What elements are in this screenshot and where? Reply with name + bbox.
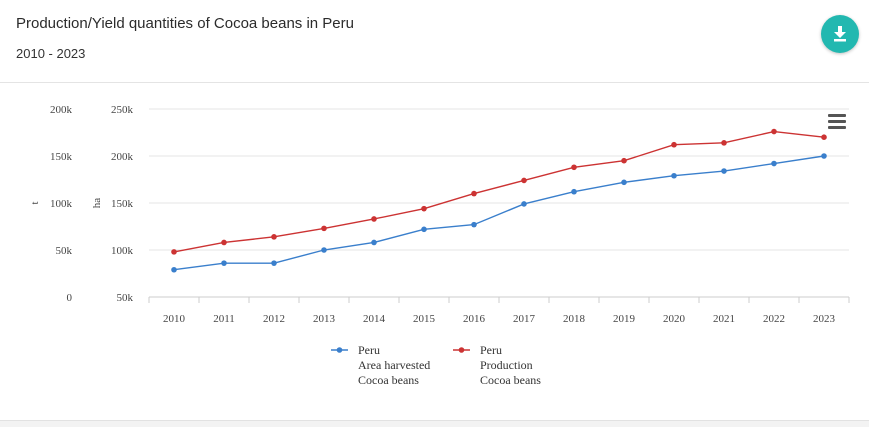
right-axis-tick-label: 250k (111, 104, 134, 116)
chart-header: Production/Yield quantities of Cocoa bea… (0, 0, 869, 83)
series-line-0 (173, 155, 825, 271)
legend-swatch-dot (336, 347, 343, 353)
data-point (321, 247, 327, 253)
line-chart: 0 50k 50k 100k 100k 150k 150k 200k 200k 250k t ha 20… (29, 104, 850, 387)
data-point (721, 140, 727, 146)
data-point (521, 201, 527, 207)
data-point (171, 266, 177, 273)
x-axis-tick-label: 2010 (163, 313, 186, 325)
data-point (821, 134, 827, 140)
axes: 0 50k 50k 100k 100k 150k 150k 200k 200k 250k t ha 20… (29, 104, 850, 325)
x-axis-tick-label: 2013 (313, 313, 336, 325)
right-axis-title: ha (91, 198, 103, 209)
data-point (271, 234, 277, 240)
download-icon (834, 26, 846, 42)
left-axis-tick-label: 100k (50, 198, 73, 210)
chart-legend: Peru Area harvested Cocoa beans Peru Product… (331, 343, 541, 387)
x-axis-tick-label: 2020 (663, 313, 686, 325)
legend-label: Peru Production Cocoa beans (480, 343, 541, 387)
data-point (621, 157, 627, 164)
left-axis-tick-label: 200k (50, 104, 73, 116)
x-axis-tick-label: 2015 (413, 313, 436, 325)
x-axis-tick-label: 2016 (463, 313, 486, 325)
data-point (671, 141, 677, 148)
data-point (571, 188, 577, 195)
hamburger-menu-icon[interactable] (828, 114, 846, 129)
legend-swatch-dot (458, 347, 465, 353)
data-point (771, 128, 777, 135)
right-axis-tick-label: 50k (117, 292, 134, 304)
data-point (471, 221, 477, 228)
x-axis-tick-label: 2019 (613, 313, 636, 325)
data-point (171, 249, 177, 255)
left-axis-tick-label: 50k (56, 245, 73, 257)
legend-label: Peru Area harvested Cocoa beans (358, 343, 430, 387)
data-point (421, 205, 427, 212)
x-axis-tick-label: 2014 (363, 313, 386, 325)
data-point (221, 260, 227, 266)
x-axis-tick-label: 2022 (763, 313, 785, 325)
x-axis-tick-label: 2012 (263, 313, 285, 325)
series-points (171, 128, 827, 273)
data-point (571, 164, 577, 171)
x-axis-tick-label: 2017 (513, 313, 536, 325)
x-axis-tick-label: 2011 (213, 313, 235, 325)
left-axis-title: t (29, 201, 41, 204)
chart-subtitle: 2010 - 2023 (16, 46, 86, 61)
x-axis-tick-label: 2018 (563, 313, 586, 325)
data-point (371, 216, 377, 222)
chart-title: Production/Yield quantities of Cocoa bea… (16, 15, 354, 32)
data-point (721, 168, 727, 174)
data-point (321, 225, 327, 232)
data-point (471, 190, 477, 197)
right-axis-tick-label: 100k (111, 245, 134, 257)
data-point (771, 160, 777, 167)
data-point (221, 239, 227, 246)
download-button[interactable] (821, 15, 859, 53)
data-point (821, 153, 827, 159)
gridlines (149, 108, 849, 251)
data-point (271, 260, 277, 266)
left-axis-tick-label: 150k (50, 151, 73, 163)
x-axis-tick-label: 2021 (713, 313, 735, 325)
left-axis-tick-label: 0 (67, 292, 73, 304)
data-point (621, 179, 627, 186)
data-point (671, 172, 677, 179)
right-axis-tick-label: 150k (111, 198, 134, 210)
right-axis-tick-label: 200k (111, 151, 134, 163)
data-point (421, 226, 427, 233)
series-line-1 (173, 130, 825, 253)
data-point (521, 177, 527, 184)
x-axis-tick-label: 2023 (813, 313, 836, 325)
series-lines (173, 130, 825, 271)
data-point (371, 239, 377, 246)
